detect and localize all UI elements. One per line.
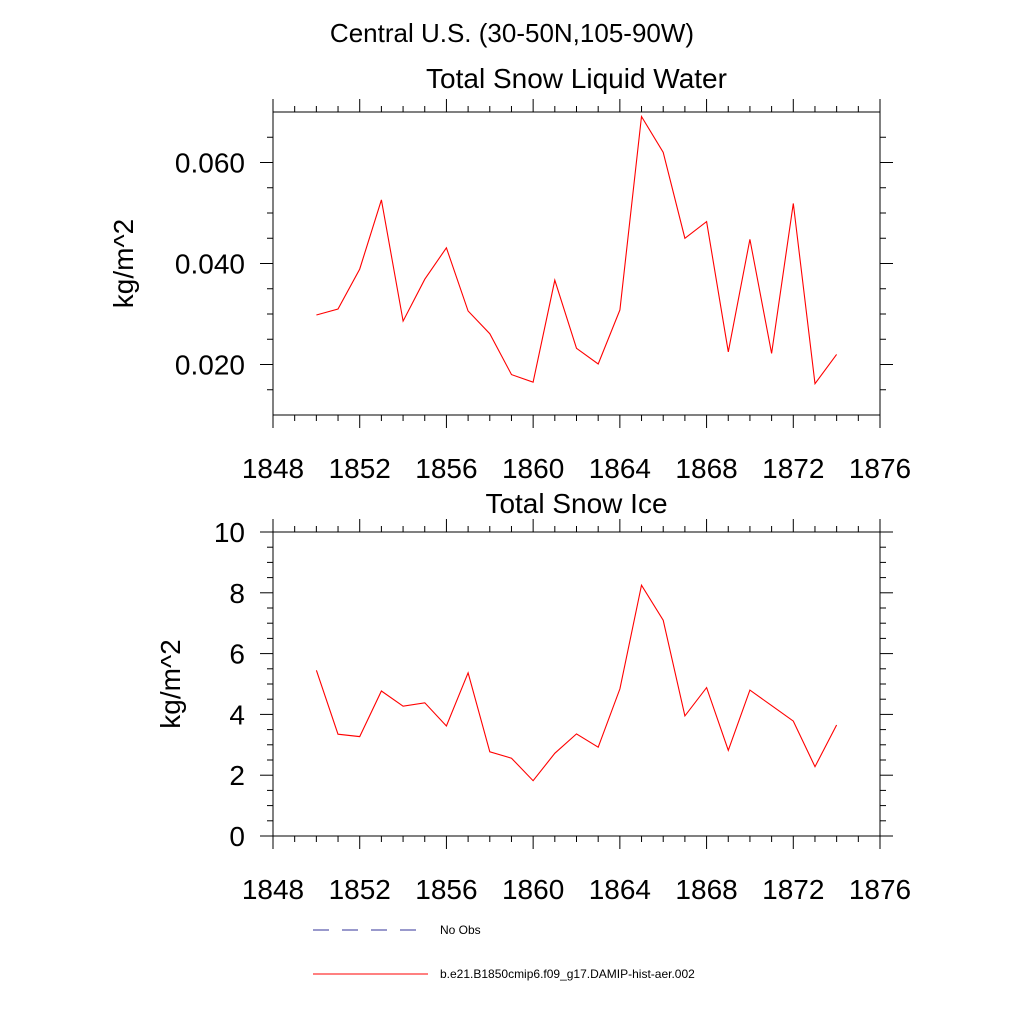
chart-panel-snow-ice: Total Snow Ice 0 2 4 6 8 10 1848 1852 1856 1860 186… xyxy=(155,488,911,905)
chart-panel-snow-liquid-water: Total Snow Liquid Water 0.020 0.040 0.060 18… xyxy=(108,63,911,484)
y-tick-label: 6 xyxy=(229,639,245,670)
plot-frame xyxy=(272,531,881,837)
y-tick-label: 0.020 xyxy=(175,350,245,381)
series-line-snow-ice xyxy=(315,583,838,782)
y-tick-label: 8 xyxy=(229,578,245,609)
y-tick-label: 2 xyxy=(229,760,245,791)
legend-label-model-run: b.e21.B1850cmip6.f09_g17.DAMIP-hist-aer.… xyxy=(440,967,695,981)
figure-suptitle: Central U.S. (30-50N,105-90W) xyxy=(330,18,694,48)
chart-title: Total Snow Liquid Water xyxy=(426,63,727,94)
y-axis-label: kg/m^2 xyxy=(108,219,139,308)
y-tick-label: 0.040 xyxy=(175,249,245,280)
x-tick-label: 1856 xyxy=(415,874,477,905)
x-tick-label: 1856 xyxy=(415,453,477,484)
x-tick-label: 1868 xyxy=(675,453,737,484)
y-tick-label: 10 xyxy=(214,517,245,548)
legend-label-no-obs: No Obs xyxy=(440,923,481,937)
x-tick-label: 1860 xyxy=(502,874,564,905)
series-line-liquid-water xyxy=(316,114,838,386)
legend: No Obs b.e21.B1850cmip6.f09_g17.DAMIP-hi… xyxy=(313,923,695,981)
x-tick-label: 1876 xyxy=(849,453,911,484)
x-tick-label: 1848 xyxy=(242,453,304,484)
plot-frame xyxy=(272,111,881,416)
x-tick-label: 1848 xyxy=(242,874,304,905)
x-tick-label: 1872 xyxy=(762,453,824,484)
y-tick-label: 0 xyxy=(229,821,245,852)
x-tick-label: 1872 xyxy=(762,874,824,905)
x-tick-label: 1868 xyxy=(675,874,737,905)
y-tick-label: 0.060 xyxy=(175,148,245,179)
y-tick-label: 4 xyxy=(229,699,245,730)
x-tick-label: 1860 xyxy=(502,453,564,484)
x-tick-label: 1852 xyxy=(329,874,391,905)
chart-title: Total Snow Ice xyxy=(485,488,667,519)
x-tick-label: 1864 xyxy=(589,874,651,905)
x-tick-label: 1852 xyxy=(329,453,391,484)
x-tick-label: 1864 xyxy=(589,453,651,484)
y-axis-label: kg/m^2 xyxy=(155,639,186,728)
x-tick-label: 1876 xyxy=(849,874,911,905)
